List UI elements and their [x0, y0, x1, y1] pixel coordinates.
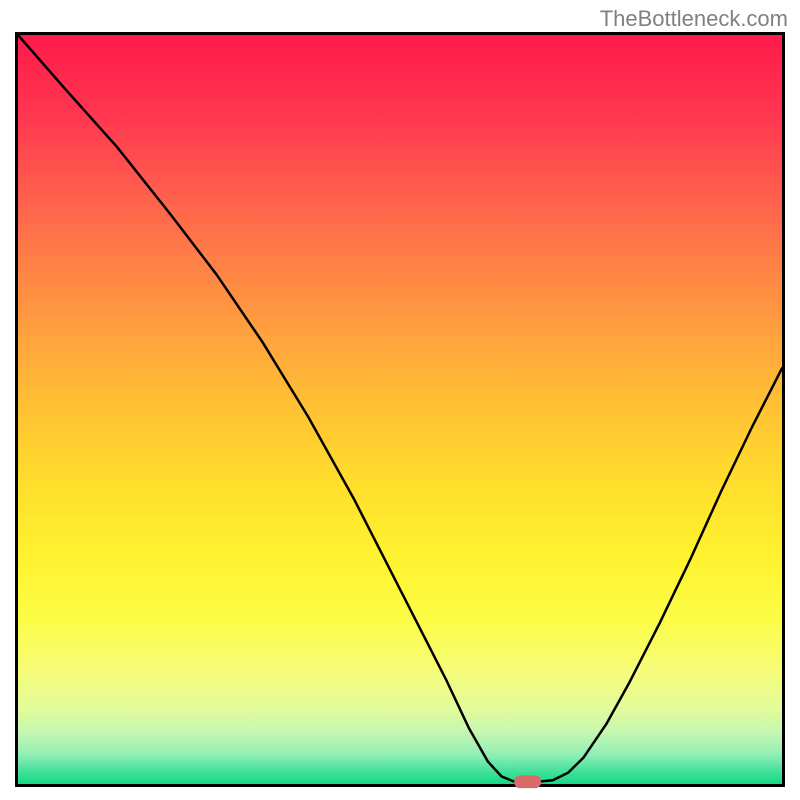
chart-svg: [0, 0, 800, 800]
optimum-marker: [514, 775, 541, 788]
plot-background: [18, 35, 782, 784]
chart-canvas: TheBottleneck.com: [0, 0, 800, 800]
